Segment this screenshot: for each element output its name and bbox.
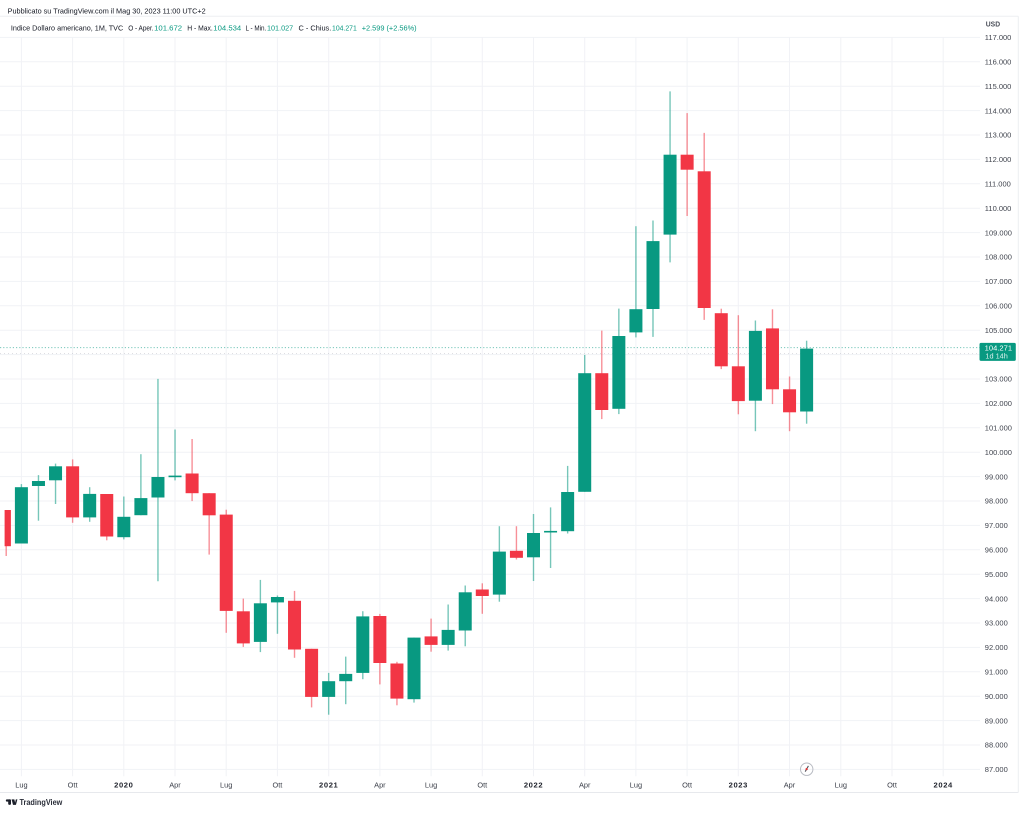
svg-text:Lug: Lug	[835, 780, 847, 789]
svg-text:117.000: 117.000	[985, 33, 1012, 42]
svg-text:Pubblicato su TradingView.com: Pubblicato su TradingView.com il Mag 30,…	[8, 7, 206, 16]
svg-text:101.027: 101.027	[267, 24, 293, 33]
svg-text:Lug: Lug	[425, 780, 437, 789]
svg-text:114.000: 114.000	[985, 106, 1012, 115]
svg-text:106.000: 106.000	[985, 302, 1012, 311]
svg-text:88.000: 88.000	[985, 741, 1008, 750]
svg-text:112.000: 112.000	[985, 155, 1012, 164]
svg-text:Ott: Ott	[68, 780, 78, 789]
svg-text:Apr: Apr	[579, 780, 591, 789]
svg-text:Lug: Lug	[220, 780, 232, 789]
svg-text:107.000: 107.000	[985, 277, 1012, 286]
svg-text:Ott: Ott	[682, 780, 692, 789]
svg-text:104.271: 104.271	[332, 24, 357, 33]
svg-text:Lug: Lug	[15, 780, 27, 789]
svg-text:Ott: Ott	[477, 780, 487, 789]
svg-text:1d 14h: 1d 14h	[985, 352, 1007, 361]
svg-text:109.000: 109.000	[985, 228, 1012, 237]
svg-text:102.000: 102.000	[985, 399, 1012, 408]
svg-text:111.000: 111.000	[985, 180, 1011, 189]
svg-text:2020: 2020	[114, 780, 133, 789]
svg-text:91.000: 91.000	[985, 668, 1008, 677]
svg-text:95.000: 95.000	[985, 570, 1008, 579]
svg-text:Ott: Ott	[887, 780, 897, 789]
svg-text:116.000: 116.000	[985, 58, 1012, 67]
svg-text:2022: 2022	[524, 780, 543, 789]
svg-text:Apr: Apr	[784, 780, 796, 789]
svg-text:87.000: 87.000	[985, 765, 1008, 774]
svg-text:Lug: Lug	[630, 780, 642, 789]
svg-text:89.000: 89.000	[985, 716, 1008, 725]
svg-text:98.000: 98.000	[985, 497, 1008, 506]
svg-text:93.000: 93.000	[985, 619, 1008, 628]
svg-text:115.000: 115.000	[985, 82, 1012, 91]
svg-text:96.000: 96.000	[985, 546, 1008, 555]
svg-text:2021: 2021	[319, 780, 338, 789]
svg-text:99.000: 99.000	[985, 472, 1008, 481]
svg-text:Apr: Apr	[169, 780, 181, 789]
svg-text:97.000: 97.000	[985, 521, 1008, 530]
svg-text:L - Min.: L - Min.	[246, 24, 267, 33]
svg-text:110.000: 110.000	[985, 204, 1012, 213]
svg-text:USD: USD	[986, 19, 1001, 28]
svg-text:104.271: 104.271	[985, 343, 1012, 352]
svg-text:101.000: 101.000	[985, 424, 1012, 433]
svg-text:100.000: 100.000	[985, 448, 1012, 457]
svg-text:104.534: 104.534	[213, 24, 241, 33]
svg-text:2024: 2024	[934, 780, 953, 789]
svg-text:H - Max.: H - Max.	[187, 24, 213, 33]
svg-text:O - Aper.: O - Aper.	[128, 24, 153, 33]
svg-text:101.672: 101.672	[154, 24, 182, 33]
svg-text:103.000: 103.000	[985, 375, 1012, 384]
svg-text:Indice Dollaro americano, 1M,: Indice Dollaro americano, 1M, TVC	[11, 24, 124, 33]
svg-text:Ott: Ott	[272, 780, 282, 789]
svg-text:92.000: 92.000	[985, 643, 1008, 652]
svg-text:90.000: 90.000	[985, 692, 1008, 701]
svg-text:C - Chius.: C - Chius.	[299, 24, 332, 33]
svg-text:105.000: 105.000	[985, 326, 1012, 335]
svg-text:+2.599 (+2.56%): +2.599 (+2.56%)	[362, 24, 417, 33]
svg-text:2023: 2023	[729, 780, 748, 789]
svg-text:108.000: 108.000	[985, 253, 1012, 262]
svg-text:Apr: Apr	[374, 780, 386, 789]
svg-text:TradingView: TradingView	[20, 798, 64, 807]
svg-text:94.000: 94.000	[985, 594, 1008, 603]
svg-text:113.000: 113.000	[985, 131, 1012, 140]
